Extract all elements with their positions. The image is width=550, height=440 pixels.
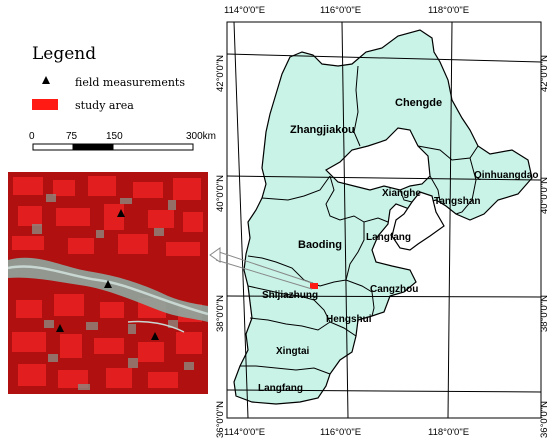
scale-bar bbox=[32, 143, 194, 151]
field-measurement-marker bbox=[117, 209, 125, 217]
legend-item-field-measurements: field measurements bbox=[75, 76, 185, 89]
lat-label-left-42: 42°0'0"N bbox=[215, 55, 226, 92]
region-label-shijiazhung: Shijiazhung bbox=[262, 290, 318, 301]
lat-label-left-36: 36°0'0"N bbox=[215, 401, 226, 438]
region-label-xingtai: Xingtai bbox=[276, 346, 310, 357]
field-patches bbox=[12, 176, 203, 388]
leader-arrow-head-icon bbox=[209, 247, 221, 263]
bare-soil-patches bbox=[32, 194, 194, 390]
stream-line bbox=[127, 320, 185, 333]
satellite-inset bbox=[8, 172, 208, 394]
region-label-langfang-south: Langfang bbox=[258, 383, 303, 394]
lat-label-right-42: 42°0'0"N bbox=[539, 55, 550, 92]
lon-label-top-114: 114°0'0"E bbox=[224, 5, 265, 16]
field-measurement-marker bbox=[56, 324, 64, 332]
legend-item-study-area: study area bbox=[75, 99, 134, 112]
lon-label-top-118: 118°0'0"E bbox=[428, 5, 469, 16]
lon-label-bottom-116: 116°0'0"E bbox=[320, 427, 361, 438]
region-label-tangshan: Tangshan bbox=[434, 196, 480, 207]
hebei-province bbox=[233, 29, 533, 405]
region-label-chengde: Chengde bbox=[395, 97, 442, 109]
scale-label-300km: 300km bbox=[186, 131, 217, 142]
tianjin-area bbox=[391, 191, 445, 251]
region-label-hengshui: Hengshui bbox=[326, 314, 372, 325]
region-label-qinhuangdao: Qinhuangdao bbox=[474, 170, 538, 181]
lon-label-bottom-118: 118°0'0"E bbox=[428, 427, 469, 438]
beijing-area bbox=[325, 127, 431, 191]
city-borders bbox=[240, 65, 479, 375]
lat-label-right-40: 40°0'0"N bbox=[539, 177, 550, 214]
scale-label-0: 0 bbox=[29, 131, 35, 142]
region-label-zhangjiakou: Zhangjiakou bbox=[290, 124, 355, 136]
river-valley bbox=[8, 257, 208, 322]
scale-label-75: 75 bbox=[66, 131, 78, 142]
lat-label-left-38: 38°0'0"N bbox=[215, 295, 226, 332]
field-measurement-triangle-icon bbox=[42, 76, 50, 84]
field-measurement-marker bbox=[104, 280, 112, 288]
field-measurement-marker bbox=[151, 332, 159, 340]
study-area-swatch-icon bbox=[32, 99, 58, 110]
river-line bbox=[8, 265, 208, 316]
legend-title: Legend bbox=[32, 44, 97, 64]
graticule bbox=[226, 21, 542, 419]
region-label-cangzhou: Cangzhou bbox=[370, 284, 418, 295]
leader-arrow bbox=[215, 250, 313, 290]
lon-label-bottom-114: 114°0'0"E bbox=[224, 427, 265, 438]
region-label-baoding: Baoding bbox=[298, 239, 342, 251]
region-label-xianghe: Xianghe bbox=[382, 188, 421, 199]
study-area-marker bbox=[310, 283, 318, 289]
lat-label-right-36: 36°0'0"N bbox=[539, 401, 550, 438]
scale-label-150: 150 bbox=[106, 131, 123, 142]
region-label-langfang-north: Langfang bbox=[366, 232, 411, 243]
lon-label-top-116: 116°0'0"E bbox=[320, 5, 361, 16]
lat-label-left-40: 40°0'0"N bbox=[215, 175, 226, 212]
lat-label-right-38: 38°0'0"N bbox=[539, 295, 550, 332]
